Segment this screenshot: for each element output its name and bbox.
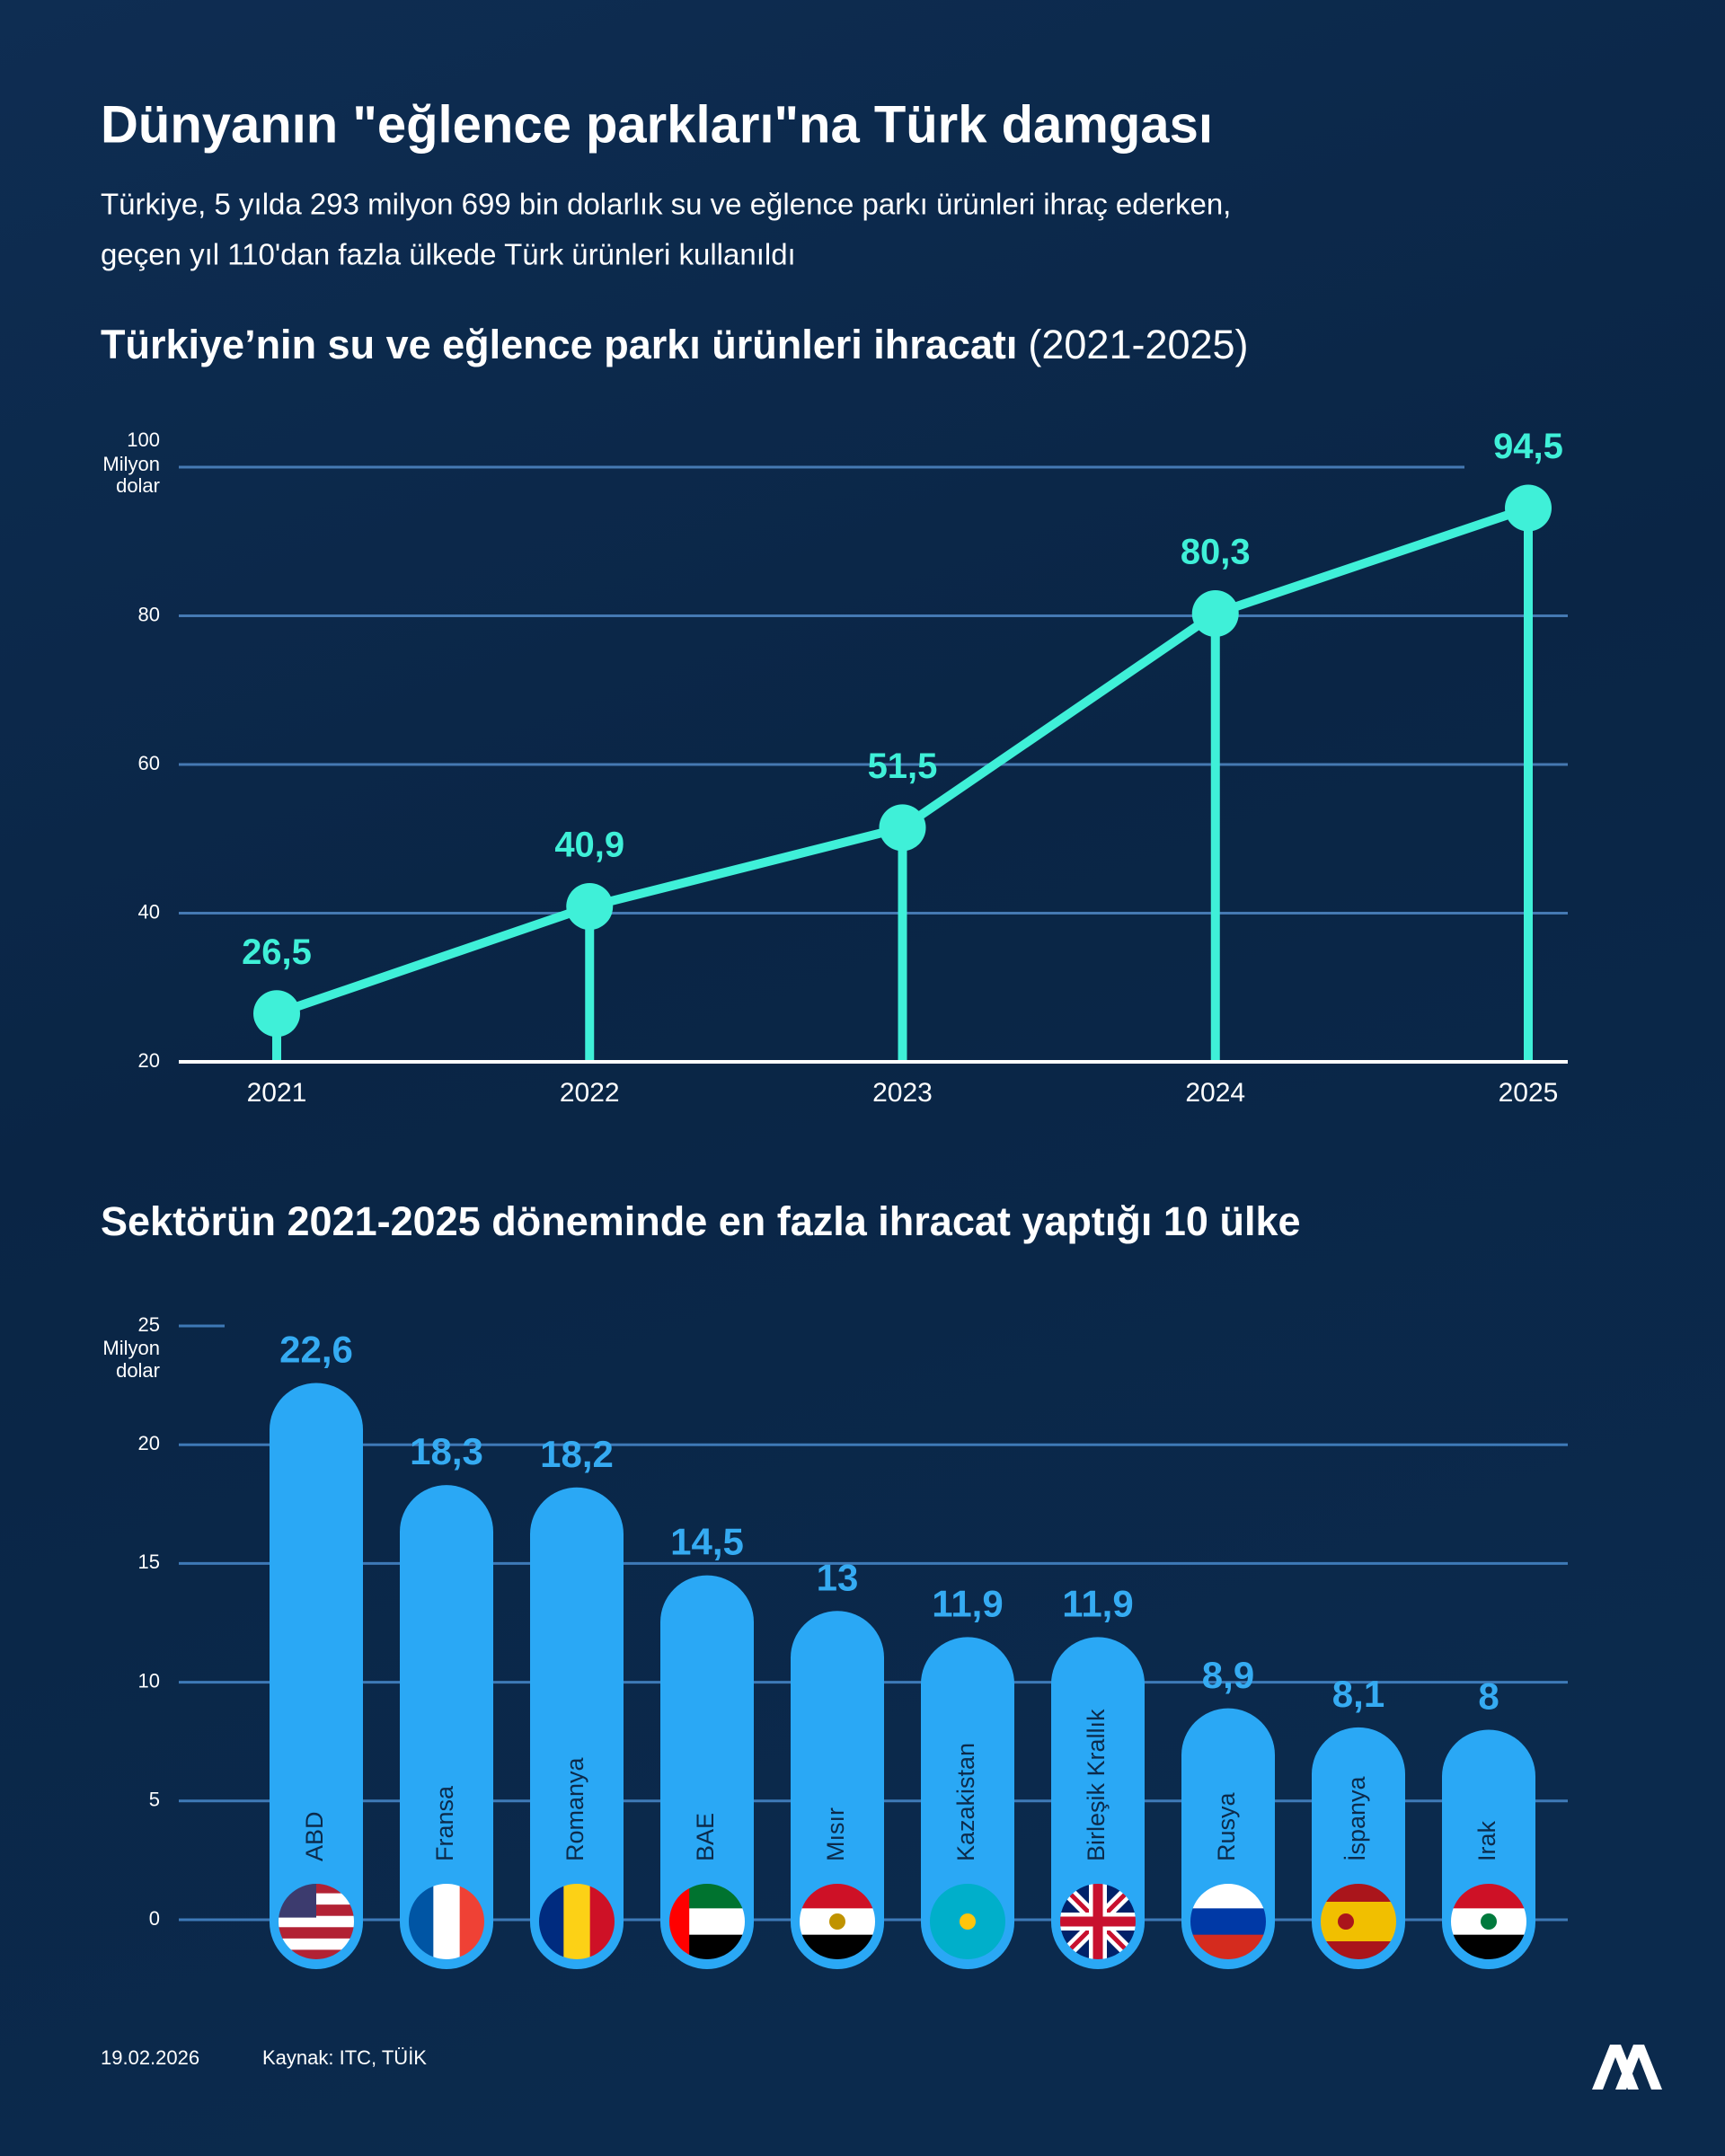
bar [400, 1485, 493, 1969]
y-axis-unit: Milyon [102, 453, 160, 475]
flag-stripe [277, 1915, 356, 1929]
flag-ring [405, 1880, 488, 1963]
bar [1051, 1637, 1145, 1969]
y-tick-label: 80 [138, 603, 160, 625]
category-label: Irak [1473, 1820, 1500, 1861]
category-label: Romanya [562, 1756, 588, 1861]
flag-emblem [829, 1913, 845, 1930]
y-axis-unit: Milyon [102, 1337, 160, 1359]
y-tick-label: 60 [138, 752, 160, 774]
flag [277, 1882, 356, 1961]
category-label: Rusya [1213, 1791, 1240, 1861]
value-label: 8,9 [1202, 1654, 1254, 1696]
y-axis-unit: dolar [116, 474, 160, 497]
data-point [1505, 484, 1552, 532]
flag-ring [1187, 1880, 1269, 1963]
flag-ring [796, 1880, 879, 1963]
category-label: Birleşik Krallık [1083, 1709, 1110, 1861]
value-label: 14,5 [670, 1521, 744, 1563]
y-tick-label: 20 [138, 1432, 160, 1454]
category-label: BAE [692, 1813, 719, 1861]
value-label: 26,5 [242, 932, 312, 972]
subtitle-line: Türkiye, 5 yılda 293 milyon 699 bin dola… [101, 188, 1231, 221]
flag-stripe [563, 1882, 591, 1961]
flag [1058, 1882, 1137, 1961]
data-point [1191, 590, 1239, 638]
flag-emblem [1338, 1913, 1354, 1930]
value-label: 94,5 [1493, 427, 1563, 466]
data-point [253, 990, 300, 1038]
value-label: 11,9 [932, 1582, 1003, 1624]
value-label: 18,2 [540, 1433, 614, 1475]
subtitle-line: geçen yıl 110'dan fazla ülkede Türk ürün… [101, 238, 796, 271]
y-tick-label: 5 [149, 1789, 160, 1811]
value-label: 11,9 [1062, 1582, 1133, 1624]
category-label: Fransa [431, 1785, 458, 1861]
chart-title-main: Türkiye’nin su ve eğlence parkı ürünleri… [101, 322, 1017, 367]
value-label: 22,6 [279, 1329, 353, 1371]
y-tick-label: 15 [138, 1551, 160, 1573]
x-tick-label: 2021 [247, 1078, 307, 1108]
chart-title: Türkiye’nin su ve eğlence parkı ürünleri… [101, 322, 1249, 367]
flag-ring [926, 1880, 1009, 1963]
footer-date: 19.02.2026 [101, 2046, 199, 2069]
flag-emblem [960, 1913, 976, 1930]
chart-title-period: (2021-2025) [1028, 322, 1248, 367]
flag-ring [1317, 1880, 1400, 1963]
value-label: 40,9 [554, 826, 624, 865]
flag-stripe [1189, 1908, 1268, 1936]
x-tick-label: 2024 [1185, 1078, 1245, 1108]
category-label: ABD [301, 1811, 328, 1861]
y-tick-label: 20 [138, 1049, 160, 1072]
flag-ring [1447, 1880, 1530, 1963]
value-label: 8,1 [1332, 1673, 1384, 1715]
flag [1319, 1882, 1398, 1961]
flag [928, 1882, 1007, 1961]
bar [530, 1487, 624, 1969]
page-title: Dünyanın "eğlence parkları"na Türk damga… [101, 95, 1213, 154]
footer-source: Kaynak: ITC, TÜİK [262, 2046, 427, 2069]
bar [921, 1637, 1014, 1969]
y-tick-label: 100 [127, 429, 160, 451]
value-label: 18,3 [410, 1430, 483, 1472]
flag-stripe [433, 1882, 461, 1961]
flag-stripe [277, 1938, 356, 1951]
bar [791, 1611, 884, 1969]
y-tick-label: 40 [138, 900, 160, 923]
data-point [879, 804, 926, 852]
flag-cross [1058, 1882, 1137, 1961]
x-tick-label: 2025 [1499, 1078, 1559, 1108]
flag-emblem [1481, 1913, 1497, 1930]
x-tick-label: 2022 [560, 1078, 620, 1108]
category-label: İspanya [1342, 1775, 1370, 1861]
bar [660, 1575, 754, 1969]
value-label: 13 [817, 1556, 859, 1598]
value-label: 51,5 [868, 747, 938, 786]
value-label: 8 [1478, 1675, 1499, 1718]
flag-ring [1057, 1880, 1139, 1963]
chart-title: Sektörün 2021-2025 döneminde en fazla ih… [101, 1198, 1301, 1244]
flag-stripe [1319, 1902, 1398, 1922]
logo [1592, 2045, 1662, 2090]
value-label: 80,3 [1181, 533, 1251, 572]
y-tick-label: 25 [138, 1313, 160, 1336]
data-point [566, 883, 614, 931]
flag-ring [535, 1880, 618, 1963]
flag-ring [666, 1880, 748, 1963]
flag-stripe [277, 1927, 356, 1940]
y-tick-label: 10 [138, 1669, 160, 1692]
flag-ring [275, 1880, 358, 1963]
category-label: Kazakistan [952, 1743, 979, 1861]
y-axis-unit: dolar [116, 1359, 160, 1382]
category-label: Mısır [822, 1807, 849, 1861]
flag-stripe [1319, 1922, 1398, 1942]
bar [270, 1383, 363, 1969]
y-tick-label: 0 [149, 1907, 160, 1930]
x-tick-label: 2023 [872, 1078, 933, 1108]
